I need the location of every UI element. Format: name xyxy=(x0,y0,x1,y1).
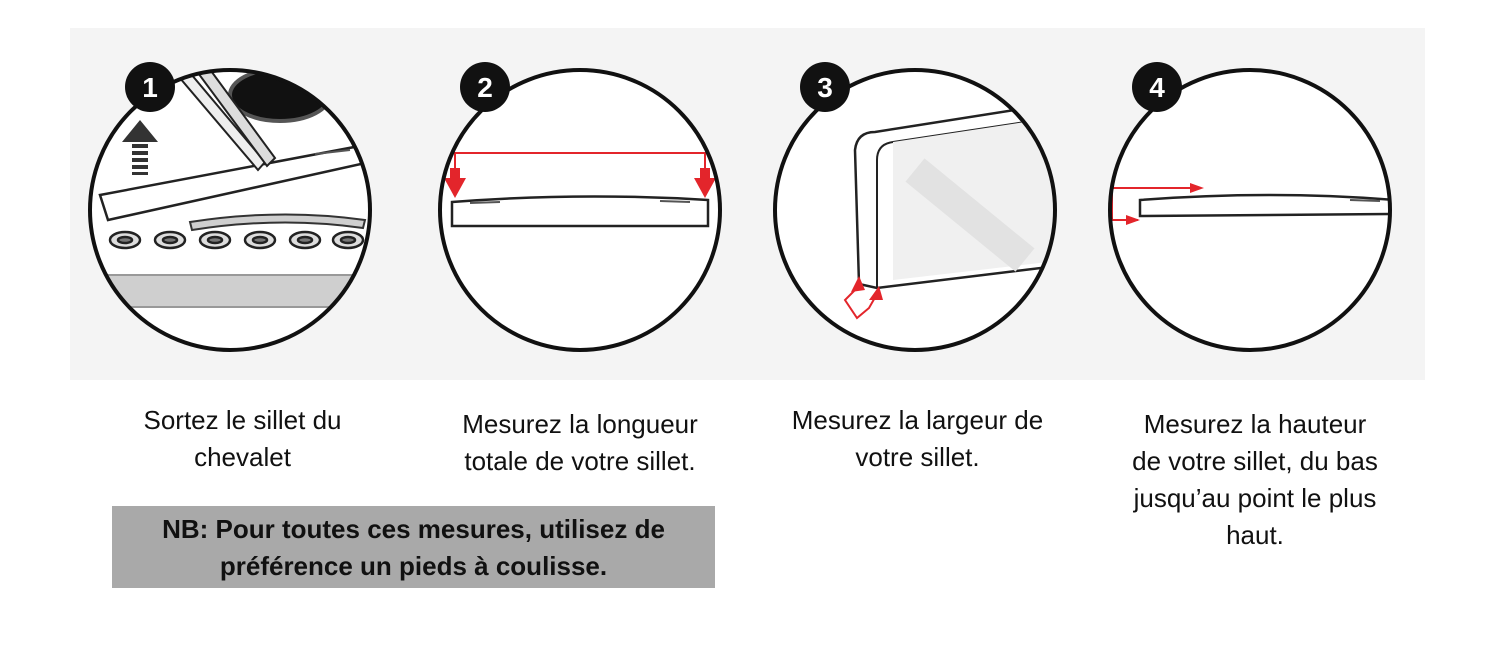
bridge-pins xyxy=(108,230,365,250)
step-4-caption-line: jusqu’au point le plus xyxy=(1133,483,1377,513)
step-4-caption-line: Mesurez la hauteur xyxy=(1143,409,1367,439)
step-3-number: 3 xyxy=(817,72,833,103)
saddle-side-low xyxy=(1138,193,1390,218)
step-1-caption-line: Sortez le sillet du xyxy=(143,405,342,435)
step-3-badge xyxy=(800,62,850,112)
up-arrow-icon xyxy=(122,120,158,175)
step-4-caption-line: haut. xyxy=(1226,520,1284,550)
step-2-illustration: 2 xyxy=(438,62,722,352)
step-4-caption-line: de votre sillet, du bas xyxy=(1132,446,1378,476)
step-4-number: 4 xyxy=(1149,72,1165,103)
step-1-illustration: 1 xyxy=(88,62,372,352)
tweezers xyxy=(166,70,267,172)
width-arrow-icon xyxy=(843,276,883,320)
soundhole xyxy=(228,70,332,123)
step-2-number: 2 xyxy=(477,72,493,103)
step-3-caption-line: votre sillet. xyxy=(855,442,980,472)
step-4-caption: Mesurez la hauteur de votre sillet, du b… xyxy=(1100,406,1410,554)
step-2-caption: Mesurez la longueur totale de votre sill… xyxy=(420,406,740,480)
note-line: préférence un pieds à coulisse. xyxy=(219,551,608,581)
step-3-caption: Mesurez la largeur de votre sillet. xyxy=(755,402,1080,476)
step-4-badge xyxy=(1132,62,1182,112)
step-2-caption-line: totale de votre sillet. xyxy=(464,446,696,476)
step-3-caption-line: Mesurez la largeur de xyxy=(791,405,1044,435)
step-4-illustration: 4 xyxy=(1108,62,1392,352)
step-1-badge xyxy=(125,62,175,112)
step-2-badge xyxy=(460,62,510,112)
step-1-caption-line: chevalet xyxy=(194,442,291,472)
step-2-caption-line: Mesurez la longueur xyxy=(462,409,698,439)
length-arrow-icon xyxy=(444,152,716,198)
step-1-caption: Sortez le sillet du chevalet xyxy=(95,402,390,476)
note-line: NB: Pour toutes ces mesures, utilisez de xyxy=(162,514,665,544)
step-1-number: 1 xyxy=(142,72,158,103)
saddle-side xyxy=(450,195,710,228)
step-3-illustration: 3 xyxy=(773,62,1057,352)
note-box: NB: Pour toutes ces mesures, utilisez de… xyxy=(112,506,715,588)
saddle-tilted xyxy=(98,143,370,222)
